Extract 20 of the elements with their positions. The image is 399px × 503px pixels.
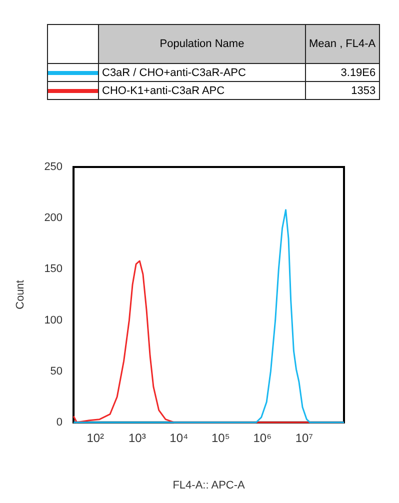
text: 3.19E6 — [306, 64, 380, 82]
x-tick-label: 10⁷ — [295, 430, 314, 445]
x-tick-label: 10⁶ — [253, 430, 272, 445]
legend-label: CHO-K1+anti-C3aR APC — [98, 82, 306, 100]
x-tick-label: 10⁴ — [170, 430, 188, 445]
text: 1353 — [306, 82, 380, 100]
y-tick-label: 50 — [50, 365, 63, 378]
text: Population Name — [98, 24, 306, 64]
y-tick-label: 250 — [44, 161, 63, 174]
x-tick-label: 10² — [86, 430, 104, 445]
legend-label: C3aR / CHO+anti-C3aR-APC — [98, 64, 306, 82]
text: Mean , FL4-A — [306, 24, 380, 64]
y-tick-label: 150 — [44, 263, 63, 276]
x-tick-label: 10⁵ — [211, 430, 230, 445]
y-tick-label: 200 — [44, 212, 63, 224]
x-axis-title: FL4-A:: APC-A — [172, 479, 246, 492]
y-tick-label: 100 — [44, 314, 63, 326]
y-tick-label: 0 — [56, 416, 63, 428]
x-tick-label: 10³ — [128, 430, 146, 445]
y-axis-title: Count — [14, 280, 27, 310]
